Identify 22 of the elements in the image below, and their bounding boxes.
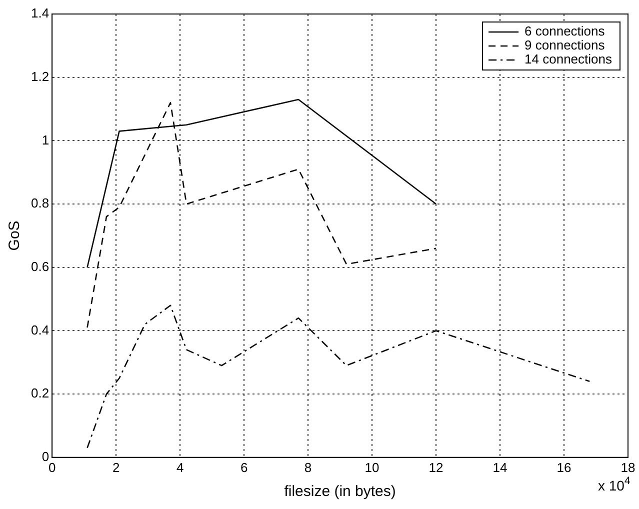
x-tick-label: 6: [240, 460, 248, 475]
x-tick-label: 18: [620, 460, 636, 475]
y-tick-label: 0: [42, 448, 50, 464]
y-tick-label: 0.2: [30, 386, 50, 401]
y-tick-label: 1.4: [30, 6, 50, 21]
x-tick-label: 8: [304, 460, 312, 475]
x-tick-label: 4: [176, 460, 184, 475]
x-tick-label: 2: [112, 460, 120, 475]
x-tick-label: 16: [556, 460, 572, 475]
y-tick-label: 1: [42, 132, 50, 148]
x-axis-title: filesize (in bytes): [284, 483, 396, 500]
x-tick-label: 12: [428, 460, 444, 475]
y-tick-label: 0.8: [30, 196, 50, 211]
y-axis-title: GoS: [6, 220, 24, 251]
legend-label: 9 connections: [524, 38, 606, 53]
x-tick-label: 14: [492, 460, 508, 475]
y-tick-label: 1.2: [30, 68, 50, 84]
y-tick-label: 0.6: [30, 258, 50, 274]
y-tick-label: 0.4: [30, 322, 50, 338]
x-tick-label: 10: [364, 460, 380, 475]
legend-label: 6 connections: [524, 24, 606, 39]
legend-label: 14 connections: [524, 52, 612, 67]
